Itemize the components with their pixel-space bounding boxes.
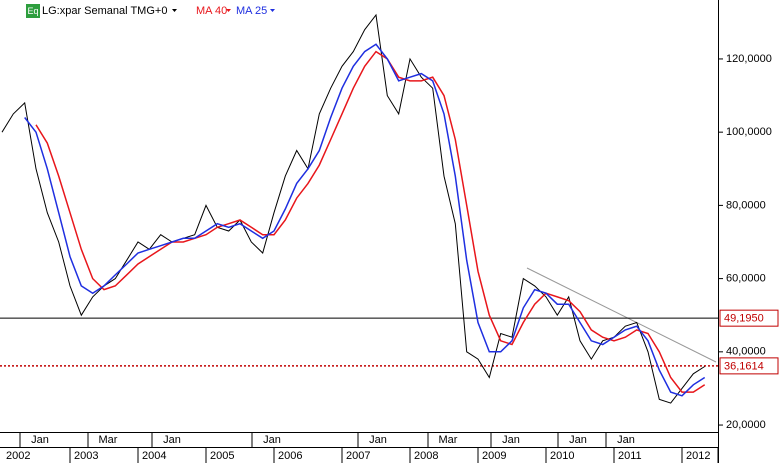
year-label: 2008	[414, 450, 438, 462]
year-label: 2004	[142, 450, 166, 462]
trend-line	[526, 267, 717, 363]
year-label: 2003	[74, 450, 98, 462]
y-tick-label: 80,0000	[726, 199, 766, 211]
year-label: 2010	[550, 450, 574, 462]
dropdown-arrow[interactable]	[226, 9, 231, 12]
year-label: 2005	[210, 450, 234, 462]
series-line	[35, 50, 706, 393]
level-label: 49,1950	[724, 313, 764, 325]
x-tick-label: Jan	[31, 434, 49, 446]
x-tick-label: Jan	[617, 434, 635, 446]
icon-text: Eq	[27, 6, 38, 16]
icon	[26, 4, 40, 18]
year-label: 2009	[482, 450, 506, 462]
legend-item: MA 25	[236, 5, 267, 17]
y-tick-label: 60,0000	[726, 273, 766, 285]
dropdown-arrow[interactable]	[172, 9, 177, 12]
chart-title: LG:xpar Semanal TMG+0	[42, 5, 167, 17]
y-tick-label: 20,0000	[726, 419, 766, 431]
year-label: 2012	[686, 450, 710, 462]
y-tick-label: 40,0000	[726, 346, 766, 358]
year-label: 2002	[6, 450, 30, 462]
year-label: 2007	[346, 450, 370, 462]
x-tick-label: Mar	[439, 434, 458, 446]
x-tick-label: Jan	[369, 434, 387, 446]
level-label-box	[719, 357, 779, 375]
plot-area	[0, 13, 718, 404]
x-tick-label: Jan	[569, 434, 587, 446]
level-label: 36,1614	[724, 360, 764, 372]
x-tick-label: Jan	[502, 434, 520, 446]
level-label-box	[719, 309, 779, 327]
x-tick-label: Mar	[99, 434, 118, 446]
y-tick-label: 100,0000	[726, 126, 772, 138]
series-line	[24, 43, 706, 397]
series-line	[1, 13, 705, 404]
year-label: 2006	[278, 450, 302, 462]
x-tick-label: Jan	[263, 434, 281, 446]
y-tick-label: 120,0000	[726, 53, 772, 65]
dropdown-arrow[interactable]	[270, 9, 275, 12]
x-tick-label: Jan	[163, 434, 181, 446]
legend-item: MA 40	[196, 5, 227, 17]
year-label: 2011	[618, 450, 642, 462]
